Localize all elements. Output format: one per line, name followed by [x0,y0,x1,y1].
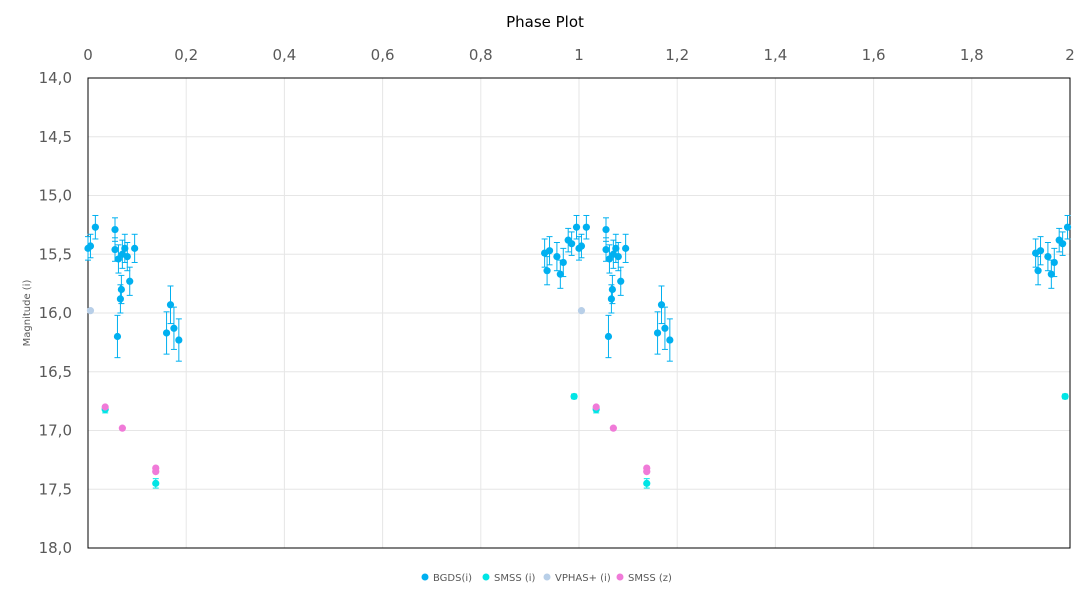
data-point [607,295,616,303]
data-point [111,245,119,254]
data-point [559,258,567,267]
data-point [1036,247,1045,255]
data-point [577,307,586,315]
data-point [666,336,674,344]
y-tick-label: 15,0 [39,187,72,205]
legend-label: BGDS(i) [433,573,472,584]
legend-marker [421,573,429,581]
data-point [152,468,160,476]
series-smss-z [101,403,651,476]
x-tick-label: 0,2 [174,46,198,64]
data-point [604,332,613,341]
y-tick-label: 17,5 [39,480,72,498]
legend-marker [482,573,490,581]
legend-marker [543,573,551,581]
y-tick-label: 17,0 [39,422,72,440]
data-point [545,247,554,255]
data-point [162,329,171,337]
legend: BGDS(i) SMSS (i) VPHAS+ (i) SMSS (z) [421,573,672,584]
data-point [101,403,109,411]
data-point [612,244,620,252]
data-point [609,424,617,432]
x-tick-label: 1,8 [960,46,984,64]
data-point [170,324,178,332]
data-point [113,332,122,341]
data-point [553,253,561,261]
data-point [175,336,183,344]
y-axis-label: Magnitude (i) [22,280,33,347]
data-point [657,301,666,309]
data-point [602,225,610,234]
data-point [121,244,129,252]
data-point [661,324,669,332]
chart-title: Phase Plot [506,13,584,31]
data-point [643,479,651,487]
data-point [131,244,139,252]
data-point [1034,267,1042,275]
data-point [116,295,125,303]
y-tick-label: 16,5 [39,363,72,381]
data-point [622,244,630,252]
data-point [653,329,662,337]
data-point [602,245,610,254]
data-point [543,267,551,275]
x-tick-label: 0,6 [371,46,395,64]
data-point [123,253,131,261]
data-point [568,240,576,248]
y-tick-label: 14,5 [39,128,72,146]
y-tick-label: 14,0 [39,69,72,87]
data-point [1063,223,1072,231]
data-point [1061,392,1069,401]
y-tick-label: 15,5 [39,245,72,263]
data-point [152,479,160,487]
data-point [582,223,590,231]
data-point [617,277,625,285]
data-point [118,424,126,432]
x-tick-label: 0 [83,46,93,64]
legend-marker [616,573,624,581]
x-tick-label: 1 [574,46,584,64]
data-point [1050,258,1058,267]
legend-label: SMSS (i) [494,573,536,584]
x-tick-label: 0,4 [272,46,296,64]
x-tick-label: 1,2 [665,46,689,64]
data-point [86,307,95,315]
data-point [592,403,600,411]
data-point [570,392,578,401]
legend-label: VPHAS+ (i) [555,573,611,584]
data-point [608,285,616,294]
data-point [91,223,99,231]
x-tick-label: 2 [1065,46,1075,64]
y-tick-label: 16,0 [39,304,72,322]
x-tick-label: 1,6 [862,46,886,64]
data-point [1044,253,1052,261]
data-point [126,277,134,285]
data-point [111,225,119,234]
data-point [166,301,175,309]
y-tick-label: 18,0 [39,539,72,557]
data-point [1047,270,1055,278]
series-vphas-i [86,307,586,315]
data-points [84,214,1072,489]
legend-label: SMSS (z) [628,573,672,584]
data-point [556,270,564,278]
series-smss-i [101,392,1069,489]
data-point [86,242,95,250]
x-tick-label: 1,4 [763,46,787,64]
data-point [117,285,125,294]
y-axis-ticks: 14,0 14,5 15,0 15,5 16,0 16,5 17,0 17,5 18,0 [39,69,72,557]
series-bgds-i [84,214,1072,362]
data-point [614,253,622,261]
data-point [577,242,586,250]
data-point [643,468,651,476]
x-tick-label: 0,8 [469,46,493,64]
x-axis-ticks: 0 0,2 0,4 0,6 0,8 1 1,2 1,4 1,6 1,8 2 [83,46,1075,64]
data-point [572,223,581,231]
data-point [1059,240,1067,248]
